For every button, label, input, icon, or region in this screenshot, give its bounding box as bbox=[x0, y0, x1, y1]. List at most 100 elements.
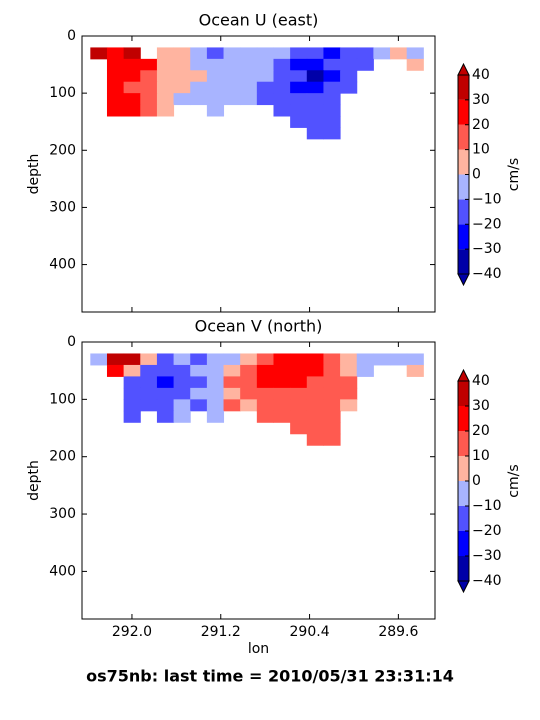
cell bbox=[190, 399, 208, 412]
cell bbox=[256, 376, 274, 389]
plot-frame bbox=[81, 35, 436, 313]
cell bbox=[206, 410, 225, 423]
cell bbox=[123, 410, 141, 423]
cell bbox=[206, 58, 225, 71]
cell bbox=[106, 81, 125, 94]
y-tick-label: 200 bbox=[49, 449, 76, 465]
cell bbox=[106, 93, 125, 106]
cell bbox=[306, 433, 324, 446]
cell bbox=[273, 364, 291, 377]
cell bbox=[123, 104, 141, 117]
cell bbox=[256, 47, 274, 60]
cell bbox=[240, 47, 258, 60]
cell bbox=[306, 104, 324, 117]
cell bbox=[290, 410, 308, 423]
cell bbox=[273, 104, 291, 117]
cell bbox=[406, 353, 424, 366]
cell bbox=[140, 387, 158, 400]
cell bbox=[156, 47, 175, 60]
cell bbox=[206, 104, 225, 117]
cell bbox=[356, 47, 374, 60]
cell bbox=[190, 387, 208, 400]
colorbar-band bbox=[458, 431, 469, 456]
cell bbox=[240, 387, 258, 400]
cell bbox=[190, 70, 208, 83]
colorbar-tick-label: −30 bbox=[472, 548, 502, 564]
cell bbox=[140, 58, 158, 71]
cell bbox=[256, 399, 274, 412]
colorbar-band bbox=[458, 381, 469, 406]
cell bbox=[140, 353, 158, 366]
colorbar-tick-label: 30 bbox=[472, 398, 490, 414]
cell bbox=[190, 376, 208, 389]
cell bbox=[173, 364, 191, 377]
cell bbox=[223, 399, 241, 412]
cell bbox=[240, 81, 258, 94]
cell bbox=[390, 353, 408, 366]
figure-title: os75nb: last time = 2010/05/31 23:31:14 bbox=[86, 667, 454, 686]
y-tick-label: 300 bbox=[49, 199, 76, 215]
y-tick-label: 100 bbox=[49, 85, 76, 101]
cell bbox=[340, 399, 358, 412]
cell bbox=[273, 353, 291, 366]
cell bbox=[106, 58, 125, 71]
cell bbox=[106, 353, 125, 366]
cell bbox=[123, 81, 141, 94]
y-axis-label: depth bbox=[26, 460, 42, 501]
cell bbox=[323, 116, 341, 128]
cell bbox=[273, 47, 291, 60]
cell bbox=[273, 70, 291, 83]
cell bbox=[340, 81, 358, 94]
x-tick-label: 290.4 bbox=[290, 624, 330, 640]
cell bbox=[156, 364, 175, 377]
cell bbox=[306, 399, 324, 412]
colorbar-band bbox=[458, 99, 469, 125]
cell bbox=[140, 399, 158, 412]
cell bbox=[323, 410, 341, 423]
cell bbox=[223, 93, 241, 106]
cell bbox=[106, 70, 125, 83]
cell bbox=[173, 399, 191, 412]
y-tick-label: 100 bbox=[49, 391, 76, 407]
colorbar-tick-label: 10 bbox=[472, 448, 490, 464]
cell bbox=[290, 376, 308, 389]
cell bbox=[290, 47, 308, 60]
cell bbox=[190, 81, 208, 94]
cell bbox=[123, 70, 141, 83]
y-tick-label: 300 bbox=[49, 506, 76, 522]
cell bbox=[323, 433, 341, 446]
cell bbox=[190, 364, 208, 377]
cell bbox=[323, 104, 341, 117]
cell bbox=[223, 70, 241, 83]
colorbar-tick-label: 40 bbox=[472, 373, 490, 389]
cell bbox=[140, 364, 158, 377]
cell bbox=[323, 387, 341, 400]
cell bbox=[306, 364, 324, 377]
cell bbox=[323, 399, 341, 412]
cell bbox=[206, 47, 225, 60]
cell bbox=[206, 364, 225, 377]
y-tick-label: 0 bbox=[67, 334, 76, 350]
cell bbox=[256, 353, 274, 366]
cell bbox=[290, 353, 308, 366]
cell bbox=[356, 353, 374, 366]
cell bbox=[190, 353, 208, 366]
cell bbox=[223, 387, 241, 400]
cell bbox=[123, 353, 141, 366]
cell bbox=[90, 353, 108, 366]
cell bbox=[206, 353, 225, 366]
colorbar-tick-label: 20 bbox=[472, 423, 490, 439]
y-tick-label: 400 bbox=[49, 563, 76, 579]
colorbar-band bbox=[458, 556, 469, 581]
cell bbox=[156, 399, 175, 412]
cell bbox=[206, 70, 225, 83]
cell bbox=[173, 81, 191, 94]
y-tick-label: 200 bbox=[49, 142, 76, 158]
cell bbox=[306, 410, 324, 423]
x-axis-label: lon bbox=[248, 641, 269, 657]
cell bbox=[306, 116, 324, 128]
cell bbox=[273, 81, 291, 94]
cell bbox=[340, 387, 358, 400]
cell bbox=[123, 93, 141, 106]
cell bbox=[223, 353, 241, 366]
